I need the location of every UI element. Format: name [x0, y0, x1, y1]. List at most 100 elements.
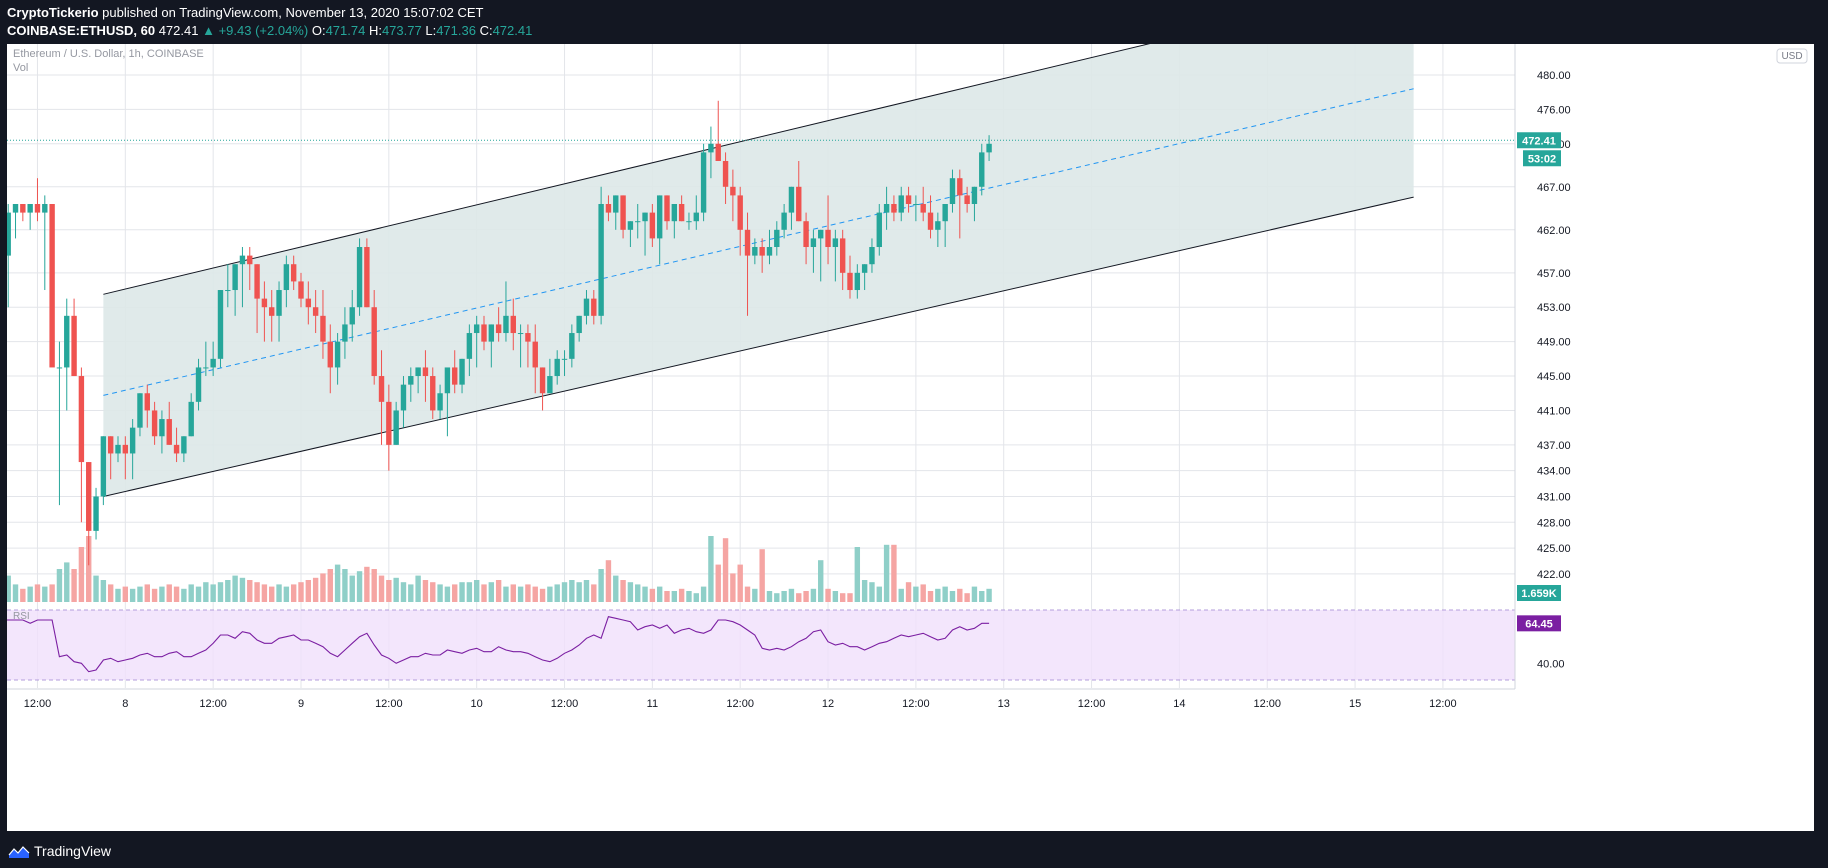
volume-bar	[342, 569, 348, 602]
candle-body	[283, 264, 290, 291]
volume-bar	[583, 580, 590, 602]
candle-body	[971, 186, 978, 204]
candle-body	[378, 376, 385, 402]
candle-body	[678, 204, 685, 222]
volume-bar	[49, 584, 55, 602]
volume-bar	[276, 584, 282, 602]
countdown-tag	[1523, 150, 1561, 167]
volume-bar	[620, 580, 626, 602]
footer-brand[interactable]: TradingView	[34, 843, 112, 859]
volume-bar	[678, 588, 685, 602]
countdown-label: 53:02	[1528, 153, 1556, 165]
candle-body	[861, 264, 868, 273]
volume-bar	[818, 560, 824, 602]
volume-bar	[869, 582, 875, 602]
author-name[interactable]: CryptoTickerio	[7, 5, 99, 20]
candle-body	[269, 307, 275, 316]
candle-body	[408, 376, 414, 385]
volume-bar	[561, 582, 568, 602]
last-price: 472.41	[158, 23, 199, 38]
candle-body	[444, 367, 451, 394]
volume-bar	[752, 588, 758, 602]
candle-body	[473, 324, 480, 334]
volume-bar	[708, 536, 714, 602]
candle-body	[290, 264, 297, 282]
x-tick-label: 12:00	[375, 698, 403, 710]
candle-body	[210, 358, 216, 368]
candle-body	[466, 333, 473, 359]
price-change: ▲ +9.43 (+2.04%)	[202, 23, 309, 38]
channel-lower-line	[103, 196, 1414, 497]
candle-body	[276, 290, 282, 316]
volume-bar	[393, 577, 399, 602]
candle-body	[752, 247, 758, 256]
volume-bar	[722, 538, 729, 602]
rsi-last-label: 64.45	[1525, 618, 1553, 630]
volume-bar	[298, 582, 304, 602]
volume-bar	[971, 586, 978, 602]
volume-bar	[247, 580, 253, 602]
volume-bar	[737, 564, 743, 602]
volume-bar	[7, 575, 11, 602]
volume-bar	[539, 588, 546, 602]
volume-bar	[854, 547, 861, 602]
volume-bar	[744, 586, 751, 602]
rsi-tick-label: 40.00	[1537, 658, 1565, 670]
x-tick-label: 12:00	[1253, 698, 1281, 710]
candle-body	[195, 367, 202, 402]
volume-bar	[320, 573, 326, 602]
candle-body	[129, 427, 136, 454]
candle-body	[766, 247, 773, 256]
low-label: L:	[425, 23, 437, 38]
volume-bar	[796, 593, 802, 602]
volume-bar	[173, 586, 180, 602]
volume-bar	[400, 582, 407, 602]
volume-bar	[569, 580, 575, 602]
volume-bar	[927, 591, 934, 602]
volume-bar	[473, 580, 480, 602]
volume-bar	[56, 569, 63, 602]
candle-body	[181, 436, 187, 454]
candle-body	[64, 315, 70, 368]
volume-bar	[137, 586, 143, 602]
candle-body	[34, 204, 41, 213]
candle-body	[247, 255, 253, 265]
currency-badge[interactable]: USD	[1776, 48, 1808, 64]
candle-body	[386, 401, 392, 445]
x-tick-label: 8	[122, 698, 128, 710]
volume-bar	[430, 582, 436, 602]
symbol[interactable]: COINBASE:ETHUSD, 60	[7, 23, 156, 38]
volume-bar	[605, 560, 612, 602]
candle-body	[620, 195, 626, 230]
volume-bar	[642, 586, 648, 602]
volume-bar	[34, 584, 41, 602]
open-label: O:	[311, 23, 326, 38]
candle-body	[722, 160, 729, 187]
candle-body	[635, 221, 641, 223]
volume-bar	[810, 588, 817, 602]
volume-bar	[86, 536, 92, 602]
candle-body	[708, 143, 714, 153]
candle-body	[437, 393, 443, 411]
price-chart[interactable]: 480.00476.00472.00467.00462.00457.00453.…	[7, 44, 1814, 831]
volume-bar	[488, 582, 495, 602]
candle-body	[298, 281, 304, 299]
chart-area[interactable]: 480.00476.00472.00467.00462.00457.00453.…	[7, 44, 1814, 831]
tradingview-logo-icon[interactable]	[8, 845, 30, 859]
y-tick-label: 453.00	[1537, 302, 1571, 314]
y-tick-label: 480.00	[1537, 70, 1571, 82]
candle-body	[576, 315, 582, 334]
volume-bar	[576, 582, 582, 602]
legend-volume: Vol	[13, 62, 28, 74]
volume-bar	[408, 584, 414, 602]
candle-body	[78, 376, 85, 463]
volume-bar	[876, 586, 882, 602]
candle-body	[737, 195, 743, 230]
candle-body	[173, 444, 180, 454]
candle-body	[671, 204, 678, 222]
candle-body	[20, 204, 26, 213]
candle-body	[547, 376, 553, 394]
y-tick-label: 428.00	[1537, 517, 1571, 529]
volume-bar	[715, 564, 721, 602]
volume-bar	[891, 544, 897, 602]
